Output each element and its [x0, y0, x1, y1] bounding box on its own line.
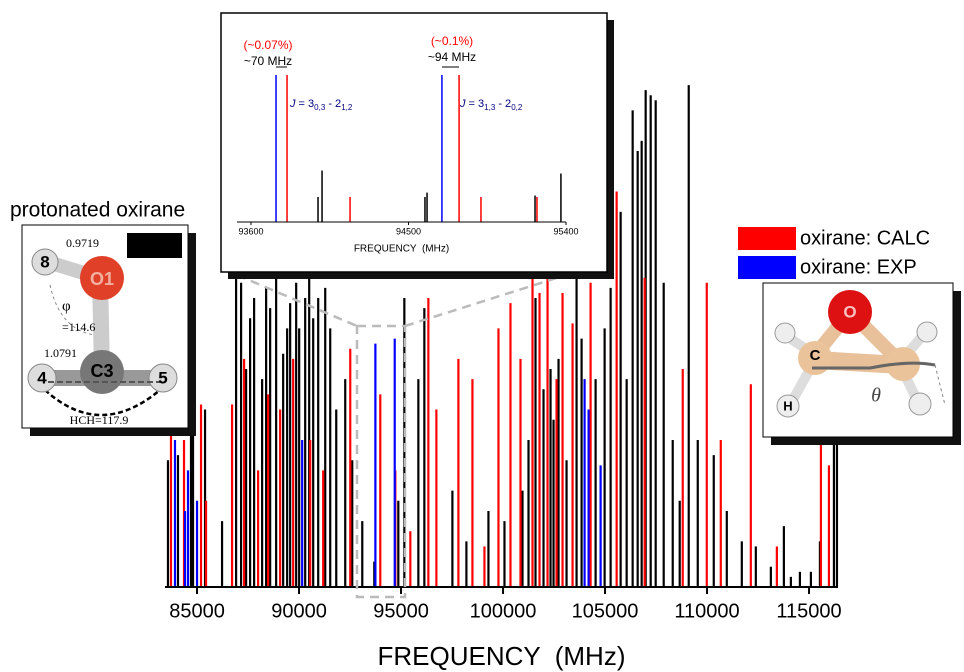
- annotation-part: J: [289, 98, 296, 110]
- atom-label: C3: [90, 361, 113, 381]
- main-chart: 85000 90000 95000 100000 105000 110000 115000 F…: [165, 85, 842, 671]
- annotation-part: = 3: [296, 98, 315, 110]
- annotation: J = 30,3 - 21,2: [289, 98, 353, 112]
- x-tick-label: 115000: [776, 600, 841, 622]
- zoom-guides: [236, 273, 567, 599]
- oxirane-molecule: [762, 282, 961, 445]
- protonated-molecule: [21, 224, 196, 436]
- annotation-part: 0,3: [314, 103, 326, 112]
- annotation-part: 1,2: [341, 103, 353, 112]
- x-axis-label: FREQUENCY (MHz): [378, 641, 626, 671]
- angle-symbol: θ: [871, 385, 881, 407]
- annotation: (~0.1%): [431, 34, 473, 48]
- annotation: J = 31,3 - 20,2: [459, 98, 523, 112]
- x-tick-label: 95000: [373, 600, 429, 622]
- annotation-part: = 3: [466, 98, 485, 110]
- atom-label: 4: [37, 368, 47, 387]
- atom-label: H: [783, 398, 792, 413]
- legend-swatch: [738, 227, 796, 250]
- x-tick-label: 94500: [396, 226, 421, 236]
- legend: oxirane: CALC oxirane: EXP: [738, 227, 930, 279]
- annotation: ~94 MHz: [428, 50, 476, 64]
- x-axis-label: FREQUENCY (MHz): [354, 244, 449, 255]
- x-tick-label: 90000: [271, 600, 327, 622]
- bond-length: 1.0791: [44, 346, 77, 360]
- x-tick-label: 93600: [238, 226, 263, 236]
- angle-value: =114.6: [62, 320, 95, 334]
- atom-label: O1: [90, 269, 114, 289]
- annotation: (~0.07%): [243, 38, 292, 52]
- annotation: ~70 MHz: [244, 54, 292, 68]
- annotation-part: - 2: [325, 98, 341, 110]
- x-tick-label: 105000: [572, 600, 639, 622]
- atom-label: 5: [158, 368, 167, 387]
- angle-symbol: φ: [62, 298, 71, 314]
- inset-chart: 93600 94500 95400 FREQUENCY (MHz) (~0.07%) ~7…: [237, 34, 579, 255]
- annotation-part: - 2: [495, 98, 511, 110]
- x-tick-label: 110000: [674, 600, 739, 622]
- atom-label: O: [843, 302, 856, 321]
- annotation-part: J: [459, 98, 466, 110]
- x-tick-label: 85000: [169, 600, 225, 622]
- annotation-part: 1,3: [484, 103, 496, 112]
- legend-label: oxirane: EXP: [800, 256, 917, 278]
- molecule-title: protonated oxirane: [10, 199, 185, 222]
- legend-swatch: [738, 256, 796, 279]
- annotation-part: 0,2: [511, 103, 523, 112]
- legend-label: oxirane: CALC: [800, 227, 930, 249]
- x-tick-label: 95400: [553, 226, 578, 236]
- inset-frame: [220, 12, 614, 279]
- angle-value: HCH=117.9: [70, 413, 129, 427]
- atom-label: C: [810, 347, 821, 364]
- atom-label: 8: [40, 252, 49, 271]
- bond-length: 0.9719: [66, 236, 99, 250]
- x-tick-label: 100000: [470, 600, 537, 622]
